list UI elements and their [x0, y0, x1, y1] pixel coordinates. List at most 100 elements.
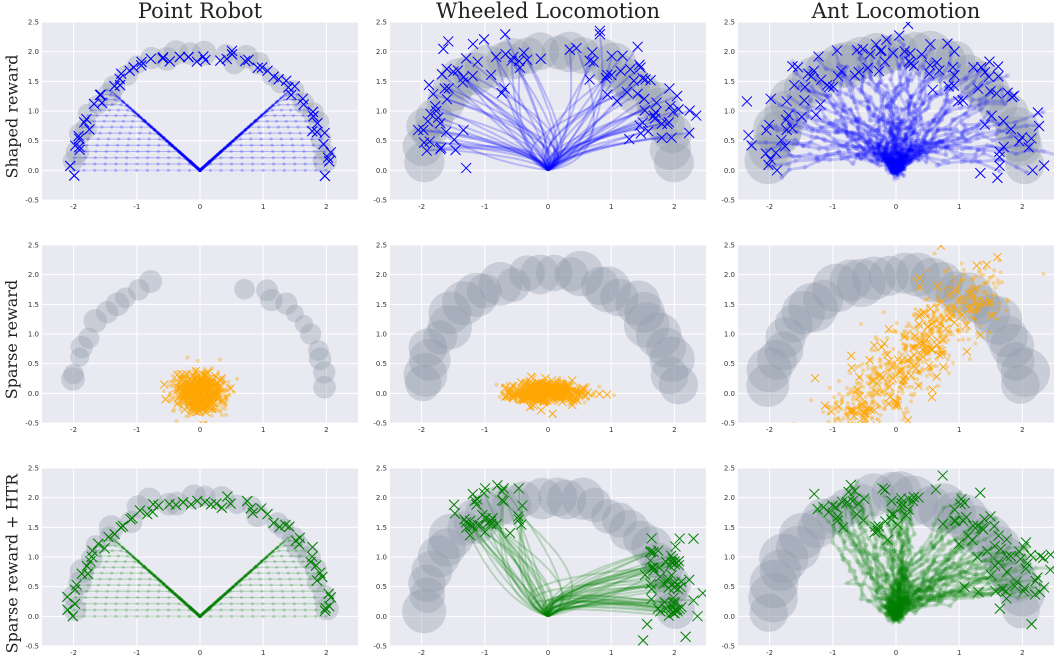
trajectory-point [962, 277, 967, 282]
trajectory-point [958, 118, 964, 124]
trajectory-point [145, 162, 150, 166]
trajectory-line [426, 147, 549, 171]
trajectory-point [881, 154, 887, 160]
trajectory-point [265, 108, 269, 113]
trajectory-point [880, 159, 886, 165]
trajectory-point [152, 127, 156, 131]
trajectory-point [889, 158, 895, 164]
trajectory-point [904, 87, 910, 93]
goal-circle [454, 272, 499, 317]
trajectory-point [136, 113, 141, 118]
trajectory-point [200, 166, 204, 171]
trajectory-line [199, 94, 298, 171]
trajectory-point [931, 118, 937, 124]
trajectory-point [174, 147, 178, 151]
trajectory-point [844, 422, 847, 423]
trajectory-point [926, 296, 931, 301]
trajectory-point [946, 371, 951, 376]
trajectory-point [288, 131, 292, 135]
trajectory-point [989, 143, 995, 149]
trajectory-point [240, 168, 244, 172]
trajectory-point [863, 400, 868, 405]
trajectory-point [911, 130, 917, 136]
goal-circle [68, 122, 91, 145]
trajectory-point [809, 134, 815, 140]
trajectory-point [271, 149, 275, 154]
trajectory-line [870, 64, 922, 172]
trajectory-point [873, 335, 878, 340]
trajectory-point [895, 150, 901, 156]
trajectory-point [1013, 142, 1019, 148]
trajectory-point [891, 117, 897, 123]
trajectory-point [871, 157, 877, 163]
trajectory-point [779, 174, 785, 180]
trajectory-point [280, 108, 284, 112]
trajectory-point [213, 155, 217, 159]
trajectory-point [205, 162, 209, 166]
trajectory-point [964, 127, 970, 133]
trajectory-point [136, 143, 140, 147]
trajectory-point [904, 161, 910, 167]
trajectory-point [885, 165, 891, 171]
trajectory-point [206, 161, 210, 165]
trajectory-point [886, 161, 892, 167]
trajectory-point [889, 158, 895, 164]
trajectory-point [831, 395, 836, 400]
trajectory-point [930, 69, 936, 75]
trajectory-point [888, 158, 894, 164]
trajectory-point [553, 401, 558, 406]
trajectory-point [200, 167, 204, 171]
trajectory-point [893, 160, 899, 166]
x-tick-label: 1 [261, 426, 265, 434]
trajectory-point [899, 166, 905, 172]
trajectory-point [156, 130, 160, 135]
trajectory-point [226, 143, 230, 148]
trajectory-point [961, 295, 966, 300]
trajectory-point [207, 160, 212, 164]
trajectory-point [83, 156, 87, 160]
trajectory-point [886, 164, 892, 170]
trajectory-point [882, 393, 887, 398]
trajectory-point [892, 169, 898, 175]
trajectory-point [189, 160, 193, 164]
y-tick-label: 2.0 [724, 271, 735, 279]
trajectory-point [892, 164, 898, 170]
trajectory-point [125, 108, 129, 112]
trajectory-point [866, 147, 872, 153]
trajectory-point [993, 131, 999, 137]
trajectory-point [243, 128, 248, 132]
trajectory-point [212, 156, 216, 160]
trajectory-point [897, 350, 902, 355]
trajectory-point [890, 98, 896, 104]
trajectory-point [192, 163, 196, 167]
trajectory-point [831, 104, 837, 110]
trajectory-point [897, 62, 903, 68]
trajectory-line [78, 138, 201, 171]
trajectory-point [259, 114, 263, 118]
trajectory-point [902, 119, 908, 125]
goal-circle [615, 280, 661, 326]
trajectory-point [956, 62, 962, 68]
trajectory-point [197, 167, 201, 172]
goal-circle [312, 361, 336, 384]
endpoint-marker [808, 65, 820, 77]
trajectory-point [851, 130, 857, 136]
trajectory-point [895, 375, 900, 380]
endpoint-marker [185, 400, 194, 409]
trajectory-point [900, 107, 906, 113]
trajectory-line [199, 120, 316, 171]
trajectory-point [162, 136, 166, 141]
trajectory-point [868, 74, 874, 80]
trajectory-point [216, 152, 220, 156]
trajectory-point [855, 428, 859, 432]
trajectory-point [172, 407, 177, 412]
trajectory-point [892, 164, 898, 170]
trajectory-point [887, 155, 893, 161]
trajectory-point [171, 383, 176, 388]
trajectory-point [149, 125, 153, 129]
trajectory-point [162, 136, 166, 140]
trajectory-point [158, 133, 162, 137]
trajectory-point [939, 314, 944, 319]
trajectory-point [171, 144, 175, 148]
endpoint-marker [252, 62, 264, 74]
